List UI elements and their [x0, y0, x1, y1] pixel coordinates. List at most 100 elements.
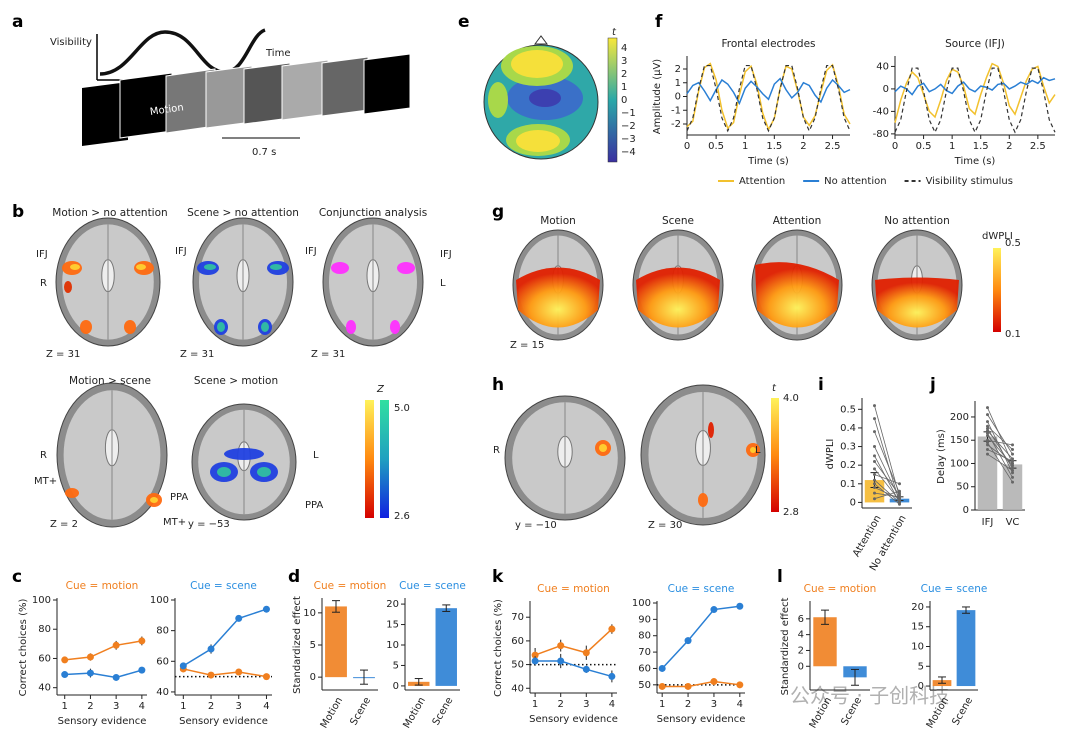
subject-point [986, 438, 989, 442]
region-label: IFJ [175, 246, 187, 257]
subject-line [987, 444, 1013, 464]
y-tick-label: 60 [156, 656, 169, 667]
marker [658, 664, 666, 672]
slice-label: y = −10 [515, 520, 557, 531]
series-line [182, 608, 267, 667]
subject-point [986, 420, 989, 424]
marker [138, 666, 146, 674]
chart-title: Cue = scene [921, 583, 988, 595]
series-line [183, 668, 267, 678]
y-tick-label: 40 [511, 683, 524, 694]
panel-title: Scene > motion [194, 375, 278, 387]
series-line [662, 680, 740, 688]
y-tick-label: 60 [38, 653, 51, 664]
slice-label: Z = 2 [50, 519, 78, 530]
y-axis-label: dWPLI [825, 439, 836, 470]
activation [346, 320, 356, 334]
marker [207, 645, 215, 653]
x-tick-label: 0 [684, 141, 690, 152]
marker [112, 641, 120, 649]
subject-point [1011, 459, 1014, 463]
x-tick-label: 1 [949, 141, 955, 152]
bar [977, 436, 998, 510]
activation [124, 320, 136, 334]
series-line [894, 76, 1056, 96]
activation [136, 264, 146, 270]
y-tick-label: 0 [675, 92, 681, 103]
marker [262, 605, 270, 613]
colorbar-title: t [612, 27, 617, 38]
x-tick-label: 3 [113, 701, 119, 712]
colorbar-label: 4 [621, 43, 627, 54]
series-line [686, 77, 851, 106]
subject-point [873, 467, 876, 471]
activation [257, 467, 271, 477]
x-tick-label: 1 [659, 699, 665, 710]
side-label: L [313, 450, 319, 461]
chart-title: Cue = scene [668, 583, 735, 595]
x-tick-label: IFJ [982, 517, 994, 528]
marker [86, 653, 94, 661]
series-line [894, 62, 1056, 123]
panel-title: Attention [773, 215, 821, 227]
subject-point [986, 441, 989, 445]
subject-point [986, 429, 989, 433]
panel-letter: j [929, 375, 936, 395]
connectivity [636, 267, 720, 328]
series-line [64, 640, 142, 661]
y-tick-label: 80 [38, 624, 51, 635]
y-tick-label: 80 [156, 626, 169, 637]
panel-letter: a [12, 12, 23, 32]
y-tick-label: 60 [638, 663, 651, 674]
frame [82, 82, 128, 146]
y-tick-label: 100 [32, 595, 51, 606]
y-tick-label: 80 [638, 631, 651, 642]
x-axis-label: Time (s) [954, 156, 996, 167]
slice-label: Z = 31 [46, 349, 80, 360]
marker [736, 681, 744, 689]
frame [363, 53, 411, 115]
subject-point [1011, 466, 1014, 470]
marker [531, 651, 539, 659]
connectivity [875, 277, 959, 328]
nose [534, 35, 548, 45]
y-axis-label: Correct choices (%) [493, 599, 504, 697]
x-tick-label: 2 [1006, 141, 1012, 152]
subject-point [873, 486, 876, 490]
marker [684, 637, 692, 645]
y-tick-label: 70 [511, 612, 524, 623]
subject-point [873, 404, 876, 408]
side-label: R [40, 278, 47, 289]
y-tick-label: 1 [675, 78, 681, 89]
marker [235, 668, 243, 676]
y-tick-label: 0.4 [840, 423, 856, 434]
y-tick-label: 0 [963, 505, 969, 516]
legend-label: Visibility stimulus [926, 176, 1013, 187]
y-tick-label: 5 [918, 661, 924, 672]
subject-point [898, 489, 901, 493]
slice-label: y = −53 [188, 519, 230, 530]
chart-title: Cue = motion [804, 583, 877, 595]
y-tick-label: 4 [798, 630, 804, 641]
x-tick-label: 2 [800, 141, 806, 152]
y-tick-label: 10 [386, 640, 399, 651]
subject-point [1011, 457, 1014, 461]
subject-line [987, 430, 1013, 460]
subject-point [986, 406, 989, 410]
subject-point [898, 495, 901, 499]
chart-title: Cue = motion [537, 583, 610, 595]
y-tick-label: 5 [393, 660, 399, 671]
subject-line [987, 449, 1013, 462]
subject-point [1011, 468, 1014, 472]
topomap: t [483, 27, 618, 163]
y-tick-label: 200 [950, 412, 969, 423]
subject-point [986, 443, 989, 447]
subject-line [987, 453, 1013, 471]
y-tick-label: 50 [638, 680, 651, 691]
subject-line [874, 483, 900, 505]
subject-point [986, 431, 989, 435]
subject-line [874, 461, 900, 496]
colorbar-label: −4 [621, 147, 636, 158]
activation [65, 488, 79, 498]
